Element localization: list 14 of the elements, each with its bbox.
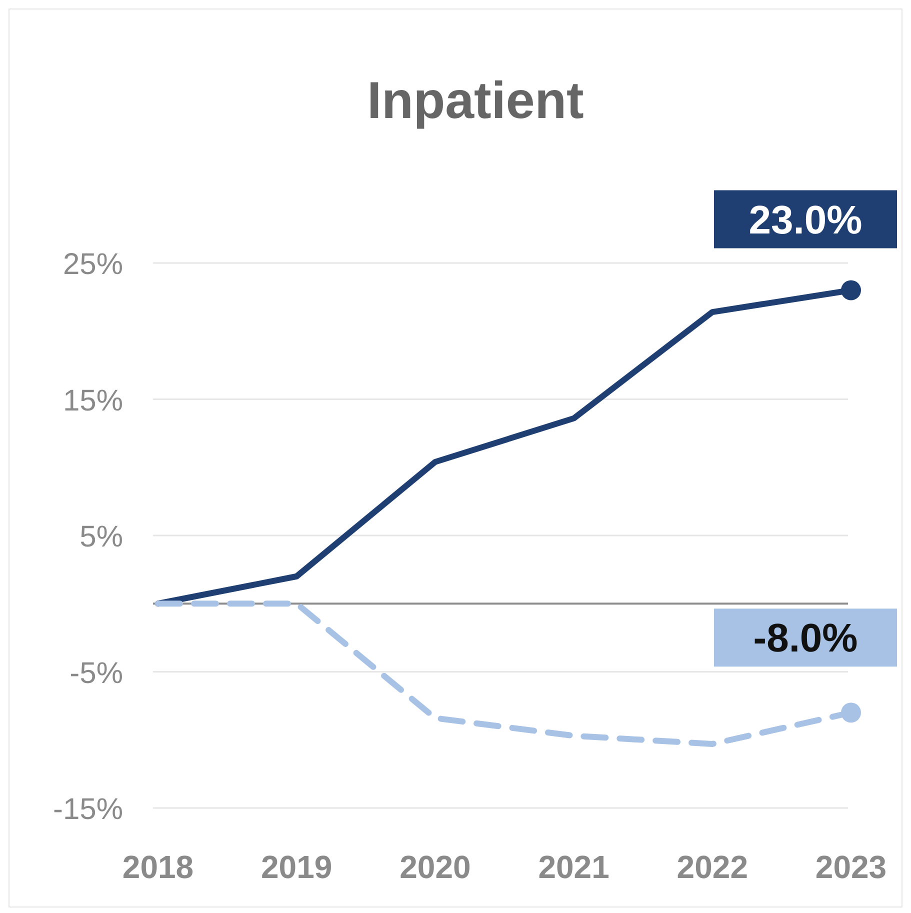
x-tick-label: 2019 xyxy=(261,849,332,885)
x-tick-label: 2021 xyxy=(538,849,610,885)
data-label: 23.0% xyxy=(748,198,862,242)
chart-title: Inpatient xyxy=(367,72,584,130)
x-tick-label: 2023 xyxy=(815,849,887,885)
x-tick-label: 2018 xyxy=(122,849,194,885)
x-tick-label: 2020 xyxy=(400,849,471,885)
y-tick-label: 5% xyxy=(80,520,123,554)
data-label: -8.0% xyxy=(753,616,858,661)
y-tick-label: 25% xyxy=(62,248,123,281)
y-tick-label: 15% xyxy=(62,384,123,418)
y-tick-label: -15% xyxy=(52,793,123,826)
x-tick-label: 2022 xyxy=(676,849,748,885)
y-tick-label: -5% xyxy=(70,656,123,690)
